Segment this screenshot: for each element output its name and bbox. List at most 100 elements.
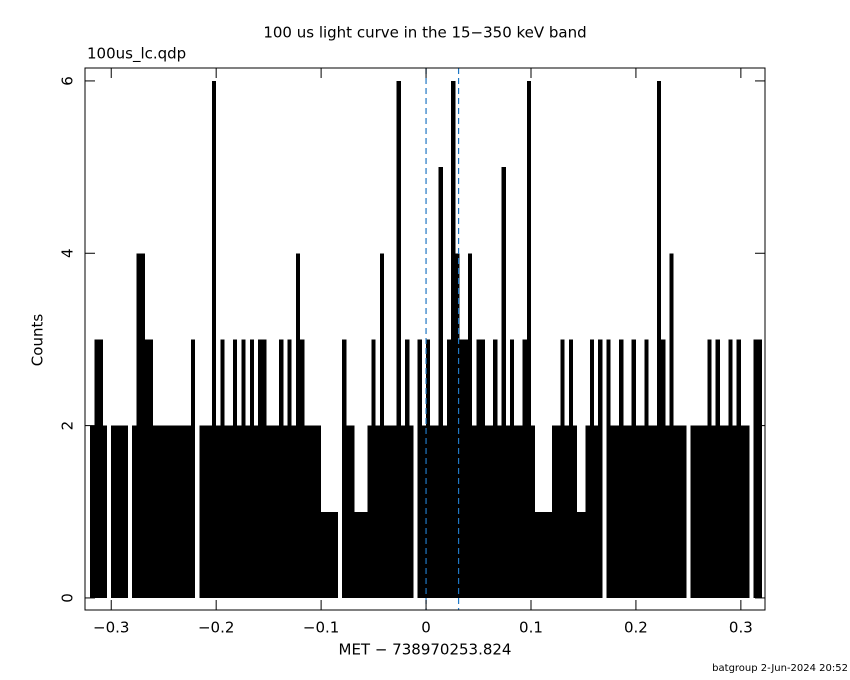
bar (438, 167, 443, 598)
bar (379, 253, 385, 598)
footer: batgroup 2-Jun-2024 20:52 (712, 663, 848, 674)
bar (321, 511, 326, 598)
bar (375, 425, 380, 598)
bar (543, 511, 548, 598)
bar (270, 425, 275, 598)
bar (644, 339, 649, 598)
bar (249, 339, 254, 598)
bar (635, 425, 641, 598)
bar (539, 511, 544, 598)
bar (316, 425, 322, 598)
bar (426, 339, 431, 598)
bar (258, 339, 263, 598)
x-tick-label: 0.1 (519, 619, 543, 637)
bar (589, 339, 594, 598)
bar (342, 339, 347, 598)
bar (530, 425, 536, 598)
bar (514, 425, 519, 598)
bar (371, 339, 376, 598)
bar (115, 425, 120, 598)
bar (245, 425, 250, 598)
bar (224, 425, 229, 598)
bar (350, 425, 355, 598)
bar (220, 339, 225, 598)
bar (472, 425, 477, 598)
y-tick-label: 4 (59, 248, 77, 258)
bar (442, 425, 448, 598)
bar (476, 339, 481, 598)
bar (669, 253, 674, 598)
bar (556, 425, 561, 598)
bar (211, 80, 217, 598)
bar (228, 425, 233, 598)
bar (367, 425, 372, 598)
y-tick-label: 2 (59, 421, 77, 431)
bar (661, 339, 666, 598)
bar (568, 339, 573, 598)
bar (489, 425, 494, 598)
bar (287, 339, 292, 598)
bar (560, 339, 565, 598)
bar (551, 425, 557, 598)
bar (677, 425, 683, 598)
bar (640, 425, 645, 598)
bar (358, 511, 364, 598)
bar (501, 167, 506, 598)
bar (161, 425, 166, 598)
bar (484, 425, 490, 598)
bar (757, 339, 762, 598)
plot-frame (84, 67, 766, 611)
bar (728, 339, 733, 598)
bar (682, 425, 687, 598)
bar (648, 425, 653, 598)
chart-subtitle: 100us_lc.qdp (87, 45, 186, 64)
bar (711, 425, 716, 598)
y-tick-label: 6 (59, 76, 77, 86)
bar (409, 425, 414, 598)
bar (199, 425, 204, 598)
bar (707, 339, 712, 598)
bar (90, 425, 95, 598)
bar (719, 425, 725, 598)
bar (547, 511, 552, 598)
bar (610, 425, 615, 598)
bar (237, 425, 242, 598)
bar (346, 425, 351, 598)
bar (98, 339, 103, 598)
bar (518, 425, 523, 598)
chart-title: 100 us light curve in the 15−350 keV ban… (263, 24, 586, 42)
bar (598, 339, 603, 598)
bar (614, 425, 620, 598)
bar (447, 339, 452, 598)
bar (451, 80, 456, 598)
bar (581, 511, 586, 598)
bar (430, 425, 435, 598)
x-tick-label: −0.3 (93, 619, 129, 637)
bar (405, 339, 410, 598)
bar (715, 339, 720, 598)
bar (656, 80, 662, 598)
bar (241, 339, 246, 598)
bar (459, 339, 464, 598)
bar (388, 425, 393, 598)
bar (149, 339, 154, 598)
x-tick-label: −0.1 (303, 619, 339, 637)
bar (400, 425, 406, 598)
x-tick-label: −0.2 (198, 619, 234, 637)
bar (102, 425, 108, 598)
bar (564, 425, 569, 598)
bar (698, 425, 704, 598)
bar (132, 425, 137, 598)
bar (392, 425, 397, 598)
bar (232, 339, 238, 598)
bar (207, 425, 212, 598)
bar (732, 425, 737, 598)
bar (304, 425, 309, 598)
bar (468, 253, 473, 598)
bar (505, 425, 510, 598)
bar (627, 425, 632, 598)
bar (312, 425, 317, 598)
bar (140, 253, 145, 598)
